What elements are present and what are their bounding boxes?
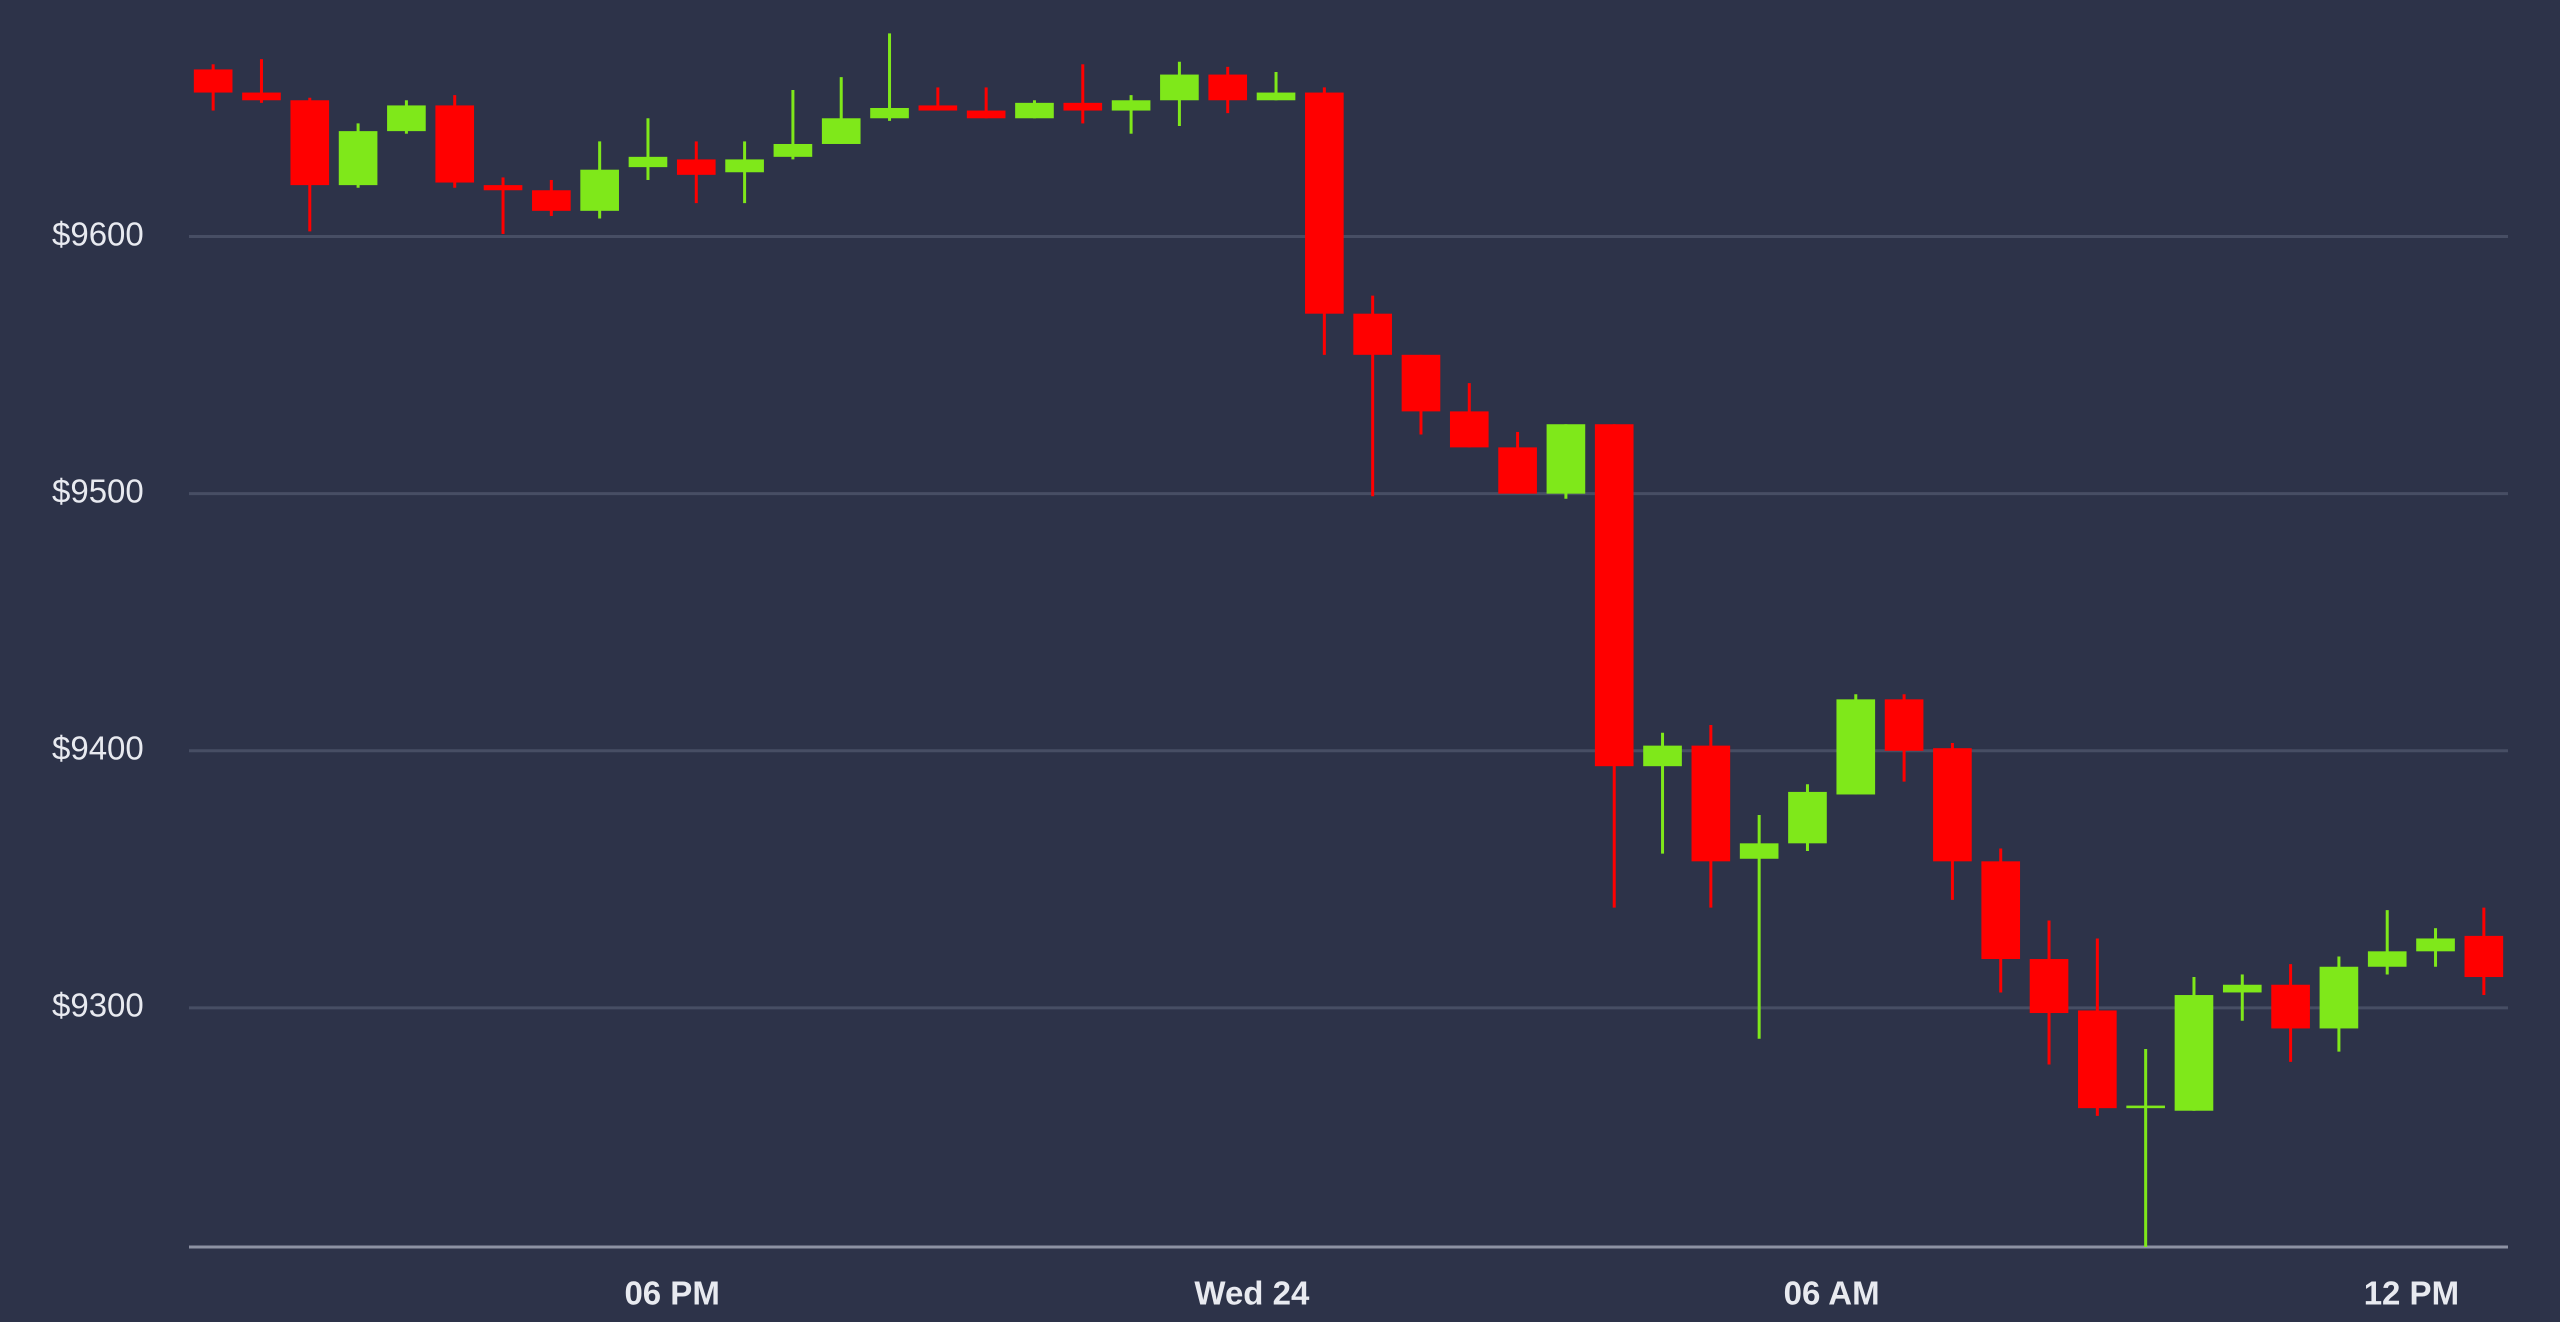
candle-body [821, 118, 861, 144]
candle-body [2078, 1010, 2117, 1109]
candle-body [1643, 745, 1682, 767]
candle-body [290, 100, 330, 186]
candle-body [193, 69, 233, 93]
candle-body [2174, 995, 2214, 1111]
candle-body [1063, 102, 1103, 111]
candle-body [1015, 102, 1054, 119]
candle-body [1884, 699, 1924, 751]
candle-body [1933, 748, 1972, 862]
candle-body [2416, 938, 2455, 952]
candle-body [870, 107, 909, 119]
candle-body [1981, 861, 2021, 960]
candle-body [725, 159, 764, 173]
candle-body [2222, 984, 2262, 993]
candle-body [1546, 424, 1586, 494]
candle-body [1836, 699, 1876, 795]
candle-body [2367, 951, 2407, 967]
candle-body [676, 159, 716, 175]
candle-body [2126, 1105, 2165, 1109]
candle-body [1256, 92, 1296, 101]
candle-body [1788, 791, 1827, 844]
candle-body [580, 169, 619, 211]
candle-body [628, 156, 668, 168]
candle-body [1160, 74, 1199, 101]
candle-body [483, 185, 523, 191]
y-tick-label: $9600 [52, 215, 144, 252]
candle-body [2029, 959, 2069, 1014]
candle-body [918, 105, 958, 111]
candle-body [2271, 984, 2310, 1029]
candle-body [1353, 313, 1392, 355]
x-tick-label: 06 PM [624, 1275, 719, 1312]
x-tick-label: 06 AM [1784, 1275, 1880, 1312]
y-tick-label: $9300 [52, 987, 144, 1024]
y-tick-label: $9500 [52, 472, 144, 509]
x-tick-label: Wed 24 [1194, 1275, 1310, 1312]
candle-body [1739, 843, 1779, 859]
candle-body [1208, 74, 1248, 101]
candle-body [1305, 92, 1344, 314]
candle-body [1111, 100, 1151, 111]
candle-body [2464, 935, 2504, 978]
candle-body [2319, 966, 2359, 1029]
candle-body [1401, 354, 1441, 412]
y-tick-label: $9400 [52, 729, 144, 766]
candle-body [532, 190, 571, 211]
candle-body [1498, 447, 1537, 494]
candle-body [1594, 424, 1634, 767]
candle-body [966, 110, 1006, 119]
candle-body [242, 92, 281, 101]
x-tick-label: 12 PM [2364, 1275, 2459, 1312]
candle-body [387, 105, 426, 132]
candle-body [1691, 745, 1731, 862]
candle-body [1449, 411, 1489, 448]
candle-body [435, 105, 475, 183]
candle-body [773, 143, 813, 157]
candle-body [338, 131, 378, 186]
